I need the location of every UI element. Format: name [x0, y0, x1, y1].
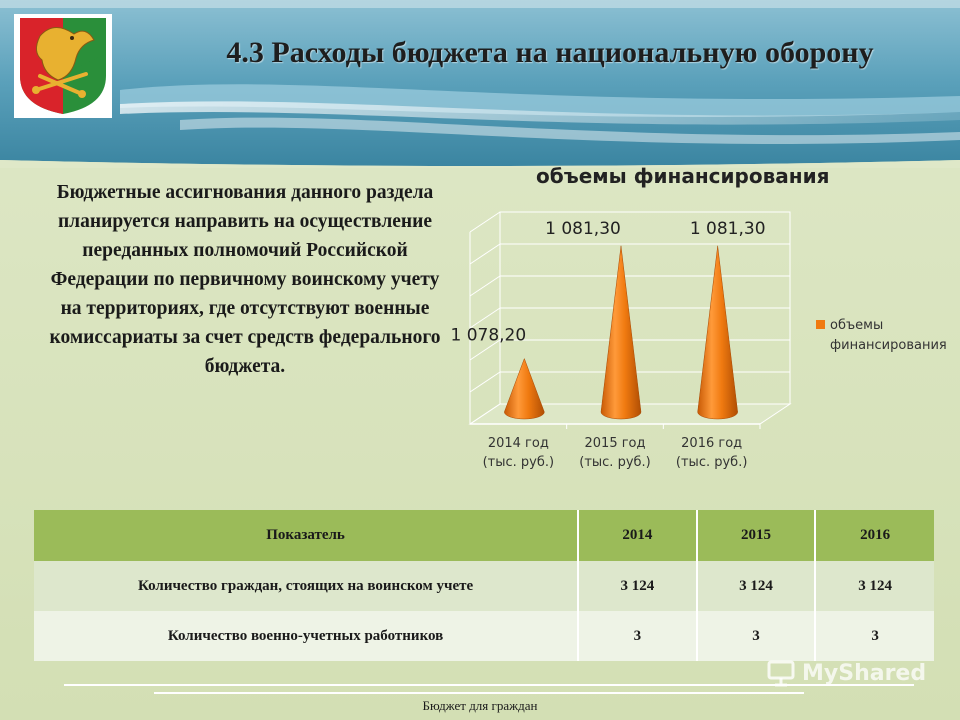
chart-gridline-depth [469, 339, 501, 361]
indicators-table: Показатель 2014 2015 2016 Количество гра… [34, 510, 934, 661]
table-header-cell: Показатель [34, 510, 580, 561]
chart-gridline-depth [469, 307, 501, 329]
funding-cone-chart: 2014 год (тыс. руб.) 1 078,20 2015 год (тыс.… [450, 211, 947, 470]
table-cell: 3 124 [815, 561, 934, 611]
chart-category-label: (тыс. руб.) [676, 455, 748, 470]
chart-legend-label: объемы [830, 318, 883, 333]
coat-of-arms-icon [14, 14, 112, 118]
table-cell: 3 [578, 611, 698, 661]
watermark-text: MyShared [802, 660, 927, 686]
chart-value-label: 1 078,20 [450, 326, 526, 346]
chart-category-label: 2016 год [681, 436, 742, 451]
chart-cone [504, 357, 545, 420]
table-header-cell: 2016 [815, 510, 934, 561]
chart-value-label: 1 081,30 [545, 219, 621, 239]
footer-divider [64, 684, 914, 686]
table-cell: 3 [815, 611, 934, 661]
description-paragraph: Бюджетные ассигнования данного раздела п… [49, 182, 441, 377]
chart-title: объемы финансирования [536, 164, 830, 188]
chart-cone [697, 245, 738, 420]
table-row: Количество граждан, стоящих на воинском … [34, 561, 934, 611]
chart-category-label: 2014 год [488, 436, 549, 451]
table-header-cell: 2014 [578, 510, 698, 561]
chart-category-label: (тыс. руб.) [483, 455, 555, 470]
chart-gridline-depth [469, 211, 501, 233]
table-cell: Количество военно-учетных работников [34, 611, 580, 661]
header-banner: 4.3 Расходы бюджета на национальную обор… [0, 0, 960, 168]
page-title: 4.3 Расходы бюджета на национальную обор… [226, 36, 874, 69]
footer-divider [154, 692, 804, 694]
watermark: MyShared [766, 658, 936, 688]
chart-cone [600, 245, 642, 420]
chart-category-label: (тыс. руб.) [579, 455, 651, 470]
table-header-cell: 2015 [696, 510, 817, 561]
table-cell: Количество граждан, стоящих на воинском … [34, 561, 580, 611]
header-graphic [0, 0, 960, 168]
chart-gridline-depth [469, 275, 501, 297]
table-cell: 3 [696, 611, 817, 661]
chart-gridline-depth [469, 243, 501, 265]
chart-legend-label: финансирования [830, 338, 947, 353]
presentation-icon [767, 660, 795, 687]
chart-legend-swatch [816, 320, 825, 329]
footer-caption: Бюджет для граждан [422, 698, 538, 713]
table-cell: 3 124 [696, 561, 817, 611]
table-row: Количество военно-учетных работников 3 3… [34, 611, 934, 661]
chart-category-label: 2015 год [585, 436, 646, 451]
table-cell: 3 124 [578, 561, 698, 611]
chart-value-label: 1 081,30 [690, 219, 766, 239]
chart-gridline-depth [469, 371, 501, 393]
table-header-row: Показатель 2014 2015 2016 [34, 510, 934, 561]
